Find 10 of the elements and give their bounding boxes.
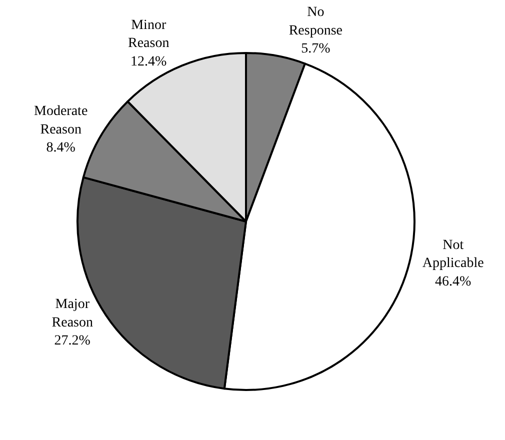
data-label: 27.2% [54,334,91,349]
slice-label: Minor Reason [128,18,170,52]
data-label: 8.4% [46,140,76,156]
slice-label: No Response [288,5,343,38]
slice-label: Moderate Reason [34,104,88,138]
data-label: 5.7% [301,42,331,56]
slice-label: Major Reason [52,297,93,330]
data-label: 12.4% [130,54,168,70]
data-label: 46.4% [435,274,472,290]
slice-label: Not Applicable [422,238,484,272]
